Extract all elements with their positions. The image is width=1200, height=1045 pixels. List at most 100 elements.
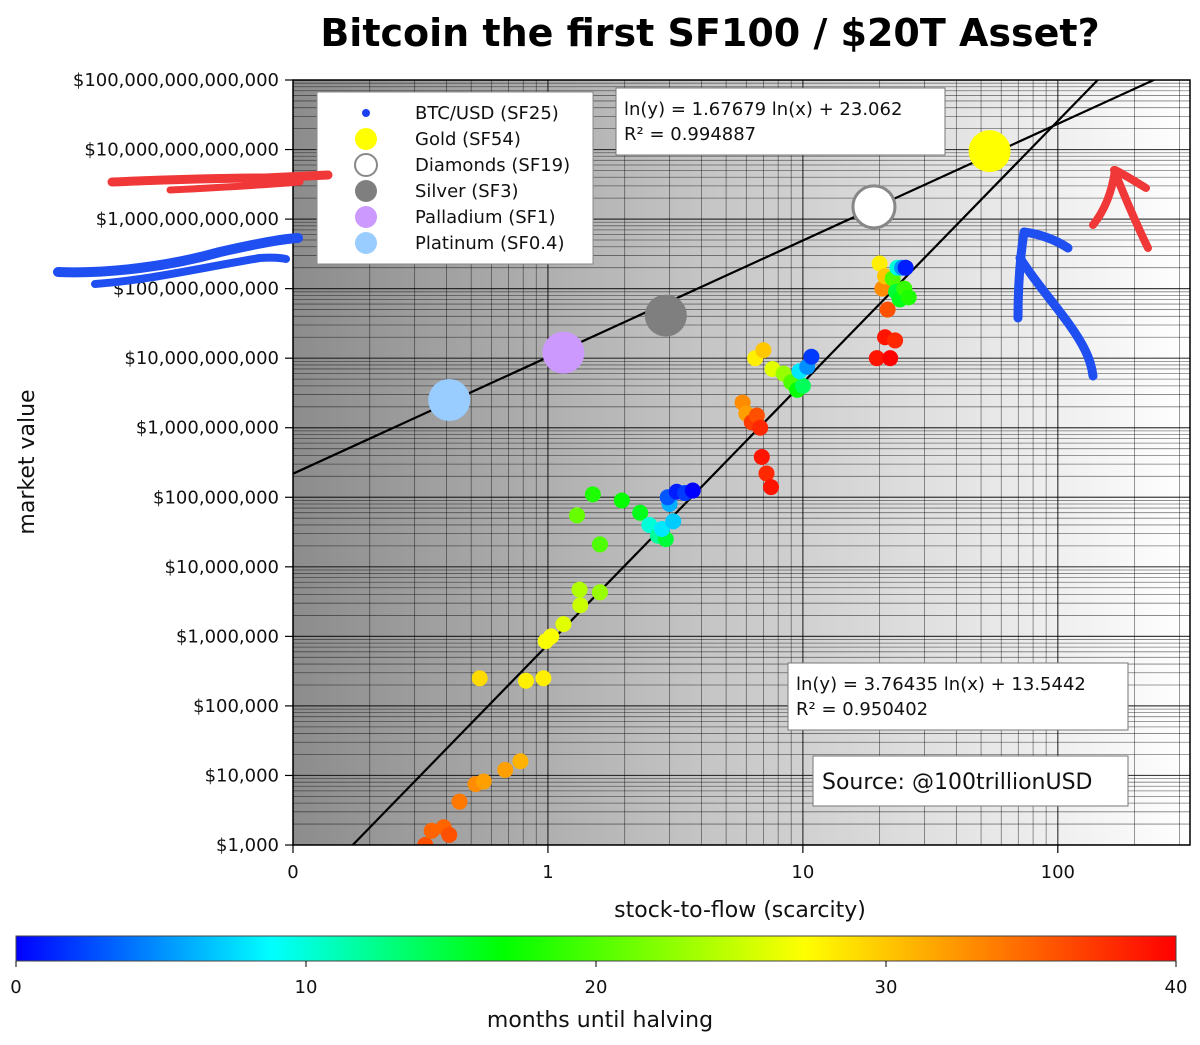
btc-point [417,837,434,845]
legend-marker [355,128,377,150]
y-tick-label: $10,000 [205,765,279,786]
red-marker-stroke [107,170,333,187]
blue-marker-stroke [53,233,303,278]
btc-point [517,672,534,689]
y-tick-label: $100,000,000,000 [113,279,279,300]
y-tick-label: $10,000,000 [164,557,279,578]
colorbar-tick-label: 30 [875,977,898,998]
x-tick-label: 100 [1041,862,1075,883]
btc-point [591,536,608,553]
btc-point [882,350,899,367]
x-axis-label: stock-to-flow (scarcity) [614,898,866,923]
y-tick-label: $100,000,000,000,000 [73,70,279,91]
legend-marker [355,232,377,254]
btc-point [451,793,468,810]
source-box: Source: @100trillionUSD [812,755,1129,807]
btc-point [871,255,888,272]
btc-point [879,301,896,318]
red-arrow-shaft [1110,166,1152,252]
btc-point [887,332,904,349]
colorbar-label: months until halving [487,1008,713,1033]
btc-points [417,255,917,845]
blue-marker-stroke-2 [91,253,290,288]
fit-1-r2: R² = 0.994887 [624,124,756,145]
btc-point [535,670,552,687]
btc-point [874,280,891,297]
chart-title: Bitcoin the first SF100 / $20T Asset? [320,11,1099,55]
red-marker-stroke-2 [166,178,304,194]
y-tick-label: $100,000 [193,696,279,717]
y-tick-label: $10,000,000,000,000 [84,140,279,161]
y-tick-label: $1,000,000 [176,626,279,647]
btc-point [803,348,820,365]
btc-point [665,513,682,530]
legend-label: Diamonds (SF19) [415,155,570,176]
btc-point [753,448,770,465]
asset-gold [968,130,1011,173]
blue-arrow-shaft [1015,253,1098,381]
legend-label: Palladium (SF1) [415,207,555,228]
btc-point [497,761,514,778]
colorbar-tick-label: 40 [1165,977,1188,998]
btc-point [794,377,811,394]
btc-point [591,584,608,601]
fit-line-2 [351,80,1100,845]
btc-point [475,773,492,790]
btc-point [568,507,585,524]
x-axis-ticks: 0 1 10 100 [287,845,1075,883]
colorbar-ticks: 0 10 20 30 40 [10,961,1187,998]
y-tick-label: $100,000,000 [153,487,279,508]
legend-label: Gold (SF54) [415,129,521,150]
colorbar [15,935,1177,962]
y-tick-label: $1,000,000,000 [136,418,279,439]
asset-diamonds [851,184,897,230]
blue-arrow-head [1013,227,1073,323]
legend-label: BTC/USD (SF25) [415,103,559,124]
legend-marker [355,180,377,202]
fit-1-equation: ln(y) = 1.67679 ln(x) + 23.062 [624,99,902,120]
legend-marker [362,109,370,117]
asset-silver [644,294,687,337]
source-label: Source: @100trillionUSD [822,770,1093,795]
colorbar-tick-label: 0 [10,977,21,998]
legend-marker [355,206,377,228]
colorbar-tick-label: 20 [585,977,608,998]
btc-point [868,350,885,367]
btc-point [763,479,780,496]
asset-points [428,130,1011,422]
btc-point [471,670,488,687]
y-tick-label: $10,000,000,000 [124,348,279,369]
fit-box-1-frame [615,87,946,156]
btc-point [441,826,458,843]
source-box-frame [812,755,1129,807]
btc-point [748,407,765,424]
btc-point [584,486,601,503]
fit-box-1: ln(y) = 1.67679 ln(x) + 23.062 R² = 0.99… [615,87,946,156]
btc-point [641,516,658,533]
y-axis-label: market value [15,389,40,534]
y-tick-label: $1,000,000,000,000 [96,209,279,230]
legend-label: Platinum (SF0.4) [415,233,564,254]
btc-point [572,597,589,614]
y-axis-ticks: $1,000 $10,000 $100,000 $1,000,000 $10,000,0… [73,70,293,856]
plot-frame [292,79,1191,846]
legend: BTC/USD (SF25) Gold (SF54) Diamonds (SF19)… [316,91,594,265]
fit-2-equation: ln(y) = 3.76435 ln(x) + 13.5442 [796,674,1086,695]
fit-box-2: ln(y) = 3.76435 ln(x) + 13.5442 R² = 0.9… [787,662,1129,731]
btc-point [684,482,701,499]
x-tick-label: 10 [791,862,814,883]
btc-point [900,289,917,306]
y-tick-label: $1,000 [216,835,279,856]
btc-point [555,616,572,633]
btc-point [653,520,670,537]
x-tick-label: 0 [287,862,298,883]
btc-point [571,581,588,598]
legend-label: Silver (SF3) [415,181,519,202]
btc-point [512,753,529,770]
btc-point [632,504,649,521]
colorbar-tick-label: 10 [295,977,318,998]
legend-marker [354,153,378,177]
fit-box-2-frame [787,662,1129,731]
btc-point [758,465,775,482]
